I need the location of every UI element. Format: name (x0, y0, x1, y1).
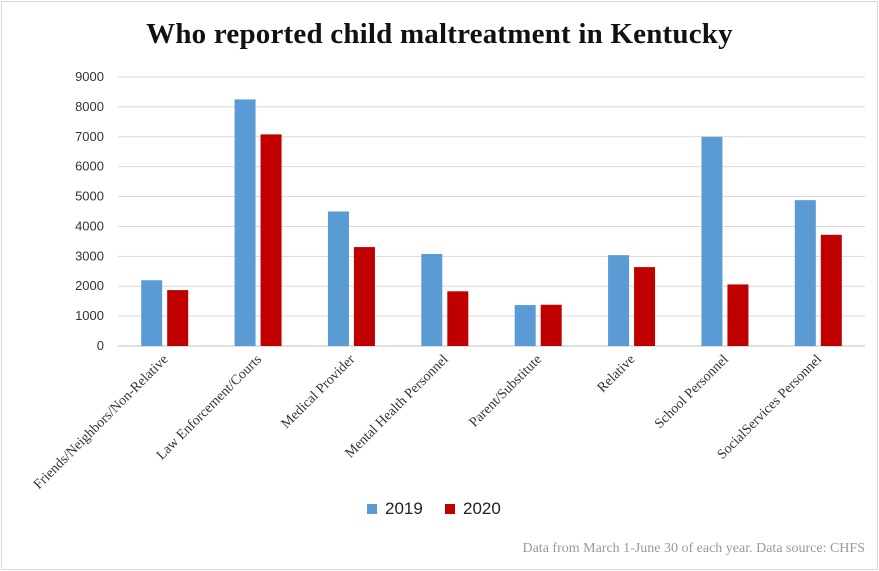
x-tick-label: Parent/Substitute (467, 352, 545, 430)
bars (141, 99, 842, 347)
y-tick-label: 8000 (75, 99, 104, 114)
bar-2019-2 (234, 99, 256, 347)
y-tick-label: 6000 (75, 159, 104, 174)
y-tick-label: 9000 (75, 69, 104, 84)
y-tick-label: 3000 (75, 248, 104, 263)
y-tick-label: 0 (97, 338, 104, 353)
y-axis-ticks: 0 1000 2000 3000 4000 5000 6000 7000 8000 9000 (75, 69, 104, 353)
bar-2019-7 (701, 136, 723, 346)
y-tick-label: 2000 (75, 278, 104, 293)
legend-swatch-2019 (367, 504, 377, 514)
bar-2019-4 (421, 253, 443, 346)
x-tick-label: Relative (595, 352, 639, 396)
y-tick-label: 5000 (75, 189, 104, 204)
source-note: Data from March 1-June 30 of each year. … (522, 541, 865, 556)
x-tick-label: School Personnel (652, 352, 732, 432)
bar-2019-5 (514, 305, 536, 346)
bar-2020-5 (540, 304, 562, 346)
legend-label-2019: 2019 (385, 499, 423, 518)
x-tick-label: SocialServices Personnel (715, 352, 825, 462)
bar-2020-3 (353, 247, 375, 346)
x-tick-label: Medical Provider (279, 352, 359, 432)
legend: 2019 2020 (0, 498, 879, 520)
legend-label-2020: 2020 (463, 499, 501, 518)
bar-2020-7 (727, 284, 749, 346)
bar-2019-8 (794, 200, 816, 346)
x-tick-label: Mental Health Personnel (343, 352, 452, 461)
bar-2020-1 (167, 290, 189, 346)
y-tick-label: 1000 (75, 308, 104, 323)
x-tick-label: Law Enforcement/Courts (154, 352, 265, 463)
legend-item-2019: 2019 (367, 498, 423, 520)
y-tick-label: 7000 (75, 129, 104, 144)
bar-2019-1 (141, 280, 163, 346)
bar-2020-4 (447, 291, 469, 346)
x-tick-label: Friends/Neighbors/Non-Relative (31, 352, 171, 492)
legend-swatch-2020 (445, 504, 455, 514)
bar-2020-2 (260, 134, 282, 346)
bar-2019-3 (327, 211, 349, 346)
bar-2020-6 (634, 267, 656, 346)
chart-title: Who reported child maltreatment in Kentu… (146, 18, 733, 50)
bar-2019-6 (608, 255, 630, 346)
gridlines (118, 76, 865, 347)
legend-item-2020: 2020 (445, 498, 501, 520)
y-tick-label: 4000 (75, 218, 104, 233)
bar-2020-8 (820, 234, 842, 346)
